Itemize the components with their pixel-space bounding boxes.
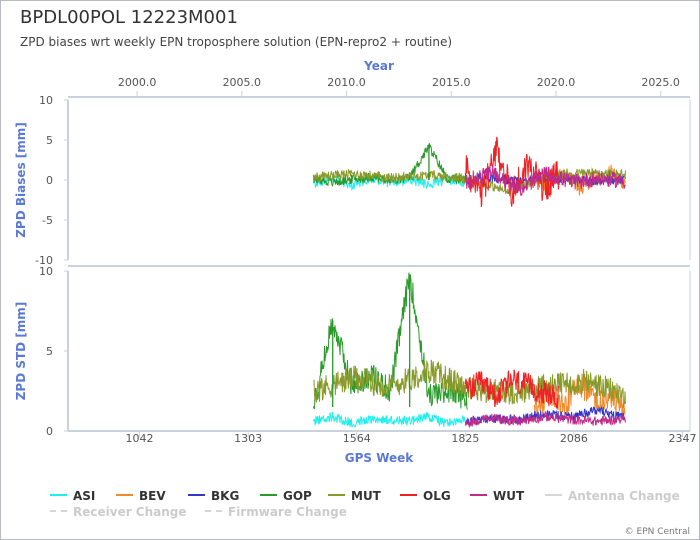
year-tick-label: 2025.0 xyxy=(641,76,680,89)
bias-y-tick-label: 5 xyxy=(46,134,53,147)
legend-row: Receiver Change Firmware Change xyxy=(50,505,695,521)
series-line-olg-std xyxy=(464,369,560,410)
std-y-axis-label: ZPD STD [mm] xyxy=(14,302,28,401)
chart-title: BPDL00POL 12223M001 xyxy=(20,7,238,28)
legend-label: Firmware Change xyxy=(228,505,347,519)
chart-subtitle: ZPD biases wrt weekly EPN troposphere so… xyxy=(20,35,453,49)
week-tick-label: 1825 xyxy=(451,432,479,445)
legend-label: GOP xyxy=(283,489,312,503)
year-tick-label: 2010.0 xyxy=(327,76,366,89)
legend-swatch xyxy=(328,493,345,496)
legend-item-bev[interactable]: BEV xyxy=(116,489,166,503)
std-y-tick-label: 10 xyxy=(39,265,53,278)
chart-legend: ASI BEV BKG GOP MUT OLG WUT Antenna Change Rece… xyxy=(50,489,695,521)
legend-item-wut[interactable]: WUT xyxy=(470,489,524,503)
legend-item-gop[interactable]: GOP xyxy=(260,489,312,503)
series-line-wut-bias xyxy=(464,165,626,197)
legend-label: OLG xyxy=(423,489,451,503)
bias-y-tick-label: 0 xyxy=(46,174,53,187)
legend-swatch xyxy=(400,493,417,496)
year-tick-label: 2005.0 xyxy=(223,76,262,89)
legend-swatch xyxy=(50,509,67,512)
legend-item-bkg[interactable]: BKG xyxy=(188,489,239,503)
week-tick-label: 2347 xyxy=(669,432,697,445)
legend-label: Receiver Change xyxy=(73,505,187,519)
std-y-tick-label: 5 xyxy=(46,345,53,358)
week-tick-label: 1564 xyxy=(343,432,371,445)
bias-y-tick-label: -5 xyxy=(42,214,53,227)
legend-swatch xyxy=(50,493,67,496)
legend-swatch xyxy=(188,493,205,496)
legend-label: BKG xyxy=(211,489,240,503)
std-y-tick-label: 0 xyxy=(46,425,53,438)
week-tick-label: 2086 xyxy=(560,432,588,445)
legend-swatch xyxy=(116,493,133,496)
legend-row: ASI BEV BKG GOP MUT OLG WUT Antenna Change xyxy=(50,489,695,505)
gps-week-axis: 1042 1303 1564 1825 2086 2347 xyxy=(68,430,697,445)
legend-item-receiver-change[interactable]: Receiver Change xyxy=(50,505,187,519)
legend-label: WUT xyxy=(493,489,525,503)
legend-item-antenna-change[interactable]: Antenna Change xyxy=(545,489,680,503)
series-line-gop-bias xyxy=(313,142,468,187)
series-line-asi-std xyxy=(313,411,466,428)
std-panel: 10 5 0 xyxy=(39,265,691,438)
bias-y-axis-label: ZPD Biases [mm] xyxy=(14,122,28,238)
bias-y-tick-label: -10 xyxy=(35,254,53,267)
legend-label: Antenna Change xyxy=(568,489,680,503)
copyright-note: © EPN Central xyxy=(624,527,690,537)
legend-swatch xyxy=(470,493,487,496)
legend-label: MUT xyxy=(351,489,381,503)
legend-label: BEV xyxy=(139,489,166,503)
year-tick-label: 2015.0 xyxy=(432,76,471,89)
legend-swatch xyxy=(260,493,277,496)
year-tick-label: 2020.0 xyxy=(537,76,576,89)
legend-item-asi[interactable]: ASI xyxy=(50,489,95,503)
series-line-olg-bias xyxy=(464,136,560,208)
legend-swatch xyxy=(205,509,222,512)
week-tick-label: 1042 xyxy=(126,432,154,445)
week-tick-label: 1303 xyxy=(234,432,262,445)
legend-item-firmware-change[interactable]: Firmware Change xyxy=(205,505,347,519)
series-line-wut-std xyxy=(464,410,626,429)
legend-item-mut[interactable]: MUT xyxy=(328,489,381,503)
year-axis-label: Year xyxy=(363,59,394,73)
gps-week-axis-label: GPS Week xyxy=(345,451,415,465)
legend-swatch xyxy=(545,493,562,496)
year-tick-label: 2000.0 xyxy=(118,76,157,89)
bias-y-tick-label: 10 xyxy=(39,94,53,107)
bias-panel: 10 5 0 -5 -10 xyxy=(35,94,691,267)
top-year-axis: 2000.0 2005.0 2010.0 2015.0 2020.0 2025.0 xyxy=(68,76,690,98)
legend-item-olg[interactable]: OLG xyxy=(400,489,451,503)
legend-label: ASI xyxy=(73,489,96,503)
